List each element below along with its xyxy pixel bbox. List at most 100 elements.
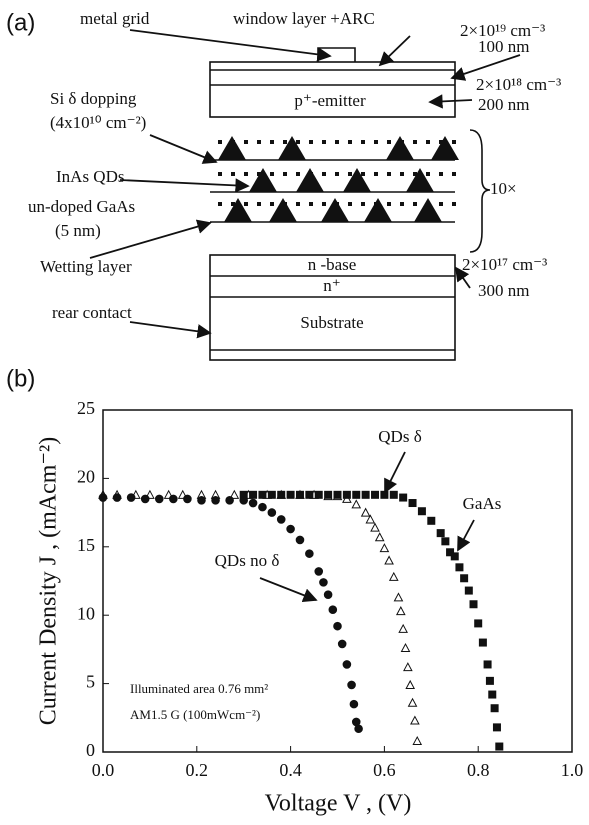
- x-tick-label: 0.6: [373, 760, 396, 780]
- marker: [229, 489, 240, 499]
- marker: [410, 715, 420, 725]
- quantum-dot: [414, 198, 442, 222]
- marker: [380, 490, 389, 499]
- marker: [351, 499, 362, 509]
- label: metal grid: [80, 9, 150, 28]
- marker: [267, 508, 277, 517]
- plot-frame: [102, 409, 573, 753]
- dopant: [348, 172, 352, 176]
- label: Si δ dopping: [50, 89, 137, 108]
- marker: [361, 490, 370, 499]
- marker: [379, 543, 390, 553]
- marker: [323, 491, 333, 501]
- marker: [407, 697, 418, 707]
- label: rear contact: [52, 303, 132, 322]
- label: 200 nm: [478, 95, 529, 114]
- marker: [328, 605, 338, 615]
- marker: [286, 524, 295, 534]
- quantum-dot: [406, 168, 434, 192]
- x-tick-label: 0.2: [186, 760, 209, 780]
- dopant: [322, 172, 326, 176]
- marker: [389, 490, 398, 499]
- marker: [183, 494, 192, 504]
- marker: [370, 522, 380, 532]
- marker: [417, 507, 426, 516]
- marker: [349, 699, 359, 709]
- dopant: [218, 172, 222, 176]
- marker: [225, 495, 234, 505]
- marker: [286, 490, 295, 499]
- marker: [319, 578, 328, 587]
- dopant: [283, 172, 287, 176]
- dopant: [400, 140, 404, 144]
- marker: [352, 490, 361, 499]
- dopant: [257, 172, 261, 176]
- dopant: [296, 140, 300, 144]
- dopant: [361, 172, 365, 176]
- label: InAs QDs: [56, 167, 124, 186]
- y-tick-label: 0: [86, 740, 95, 760]
- dopant: [452, 140, 456, 144]
- marker: [398, 623, 408, 633]
- marker: [408, 499, 417, 508]
- marker: [323, 590, 333, 599]
- label: 100 nm: [478, 37, 529, 56]
- label: (5 nm): [55, 221, 101, 240]
- dopant: [309, 202, 313, 206]
- plot: 0.0 0.2 0.4 0.6 0.8 1.0 0 5 10 15 20 25: [77, 398, 583, 780]
- marker: [342, 493, 352, 503]
- marker: [295, 535, 305, 545]
- label: p⁺-emitter: [294, 91, 366, 110]
- marker: [211, 495, 220, 505]
- marker: [469, 600, 478, 609]
- dopant: [374, 172, 378, 176]
- dopant: [283, 202, 287, 206]
- marker: [360, 507, 371, 517]
- marker: [154, 494, 164, 504]
- marker: [412, 735, 423, 746]
- dopant: [387, 140, 391, 144]
- dopant: [374, 140, 378, 144]
- marker: [400, 642, 411, 653]
- dopant: [309, 140, 313, 144]
- marker: [495, 742, 504, 751]
- quantum-dot: [224, 198, 252, 222]
- dopant: [348, 202, 352, 206]
- dopant: [335, 172, 339, 176]
- series-label: QDs no δ: [215, 551, 280, 570]
- marker: [384, 555, 394, 565]
- label: 2×10¹⁸ cm⁻³: [476, 75, 561, 94]
- marker: [140, 494, 150, 504]
- dopant: [439, 172, 443, 176]
- marker: [112, 493, 122, 502]
- x-axis-label: Voltage V , (V): [265, 791, 412, 817]
- dopant: [244, 202, 248, 206]
- dopant: [361, 202, 365, 206]
- dopant: [296, 202, 300, 206]
- marker: [441, 537, 450, 546]
- dopant: [309, 172, 313, 176]
- dopant: [439, 140, 443, 144]
- marker: [374, 532, 385, 542]
- marker: [258, 502, 267, 512]
- label: n -base: [308, 255, 357, 274]
- marker: [455, 563, 464, 572]
- marker: [492, 723, 501, 732]
- marker: [365, 514, 376, 524]
- marker: [314, 567, 324, 576]
- dopant: [400, 172, 404, 176]
- marker: [305, 490, 314, 499]
- dopant: [231, 202, 235, 206]
- marker: [305, 549, 314, 558]
- dopant: [270, 172, 274, 176]
- marker: [464, 586, 473, 595]
- marker: [427, 516, 436, 525]
- marker: [446, 548, 455, 557]
- marker: [163, 489, 174, 499]
- marker: [295, 489, 305, 499]
- label: window layer +ARC: [233, 9, 375, 28]
- y-tick-label: 5: [86, 672, 95, 692]
- marker: [399, 493, 408, 502]
- marker: [276, 515, 286, 524]
- dopant: [296, 172, 300, 176]
